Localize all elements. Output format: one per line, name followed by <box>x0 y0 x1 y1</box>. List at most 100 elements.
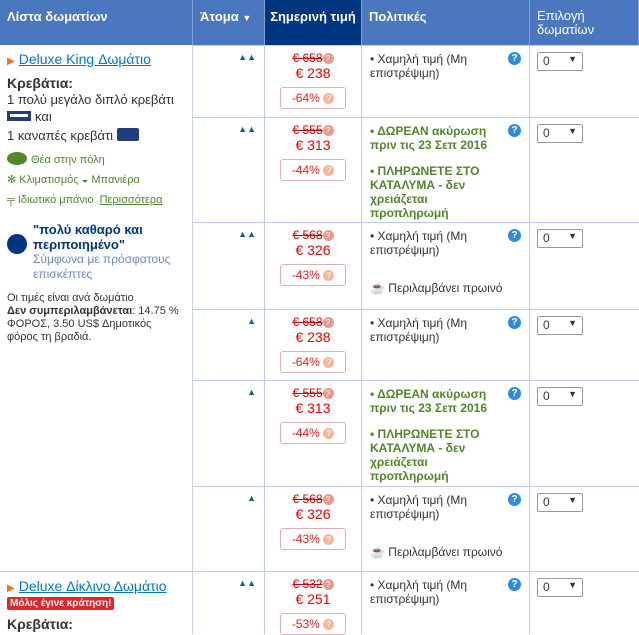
room-quantity-select[interactable]: 0 ▼ <box>537 316 583 335</box>
help-icon[interactable]: ? <box>323 619 335 630</box>
policy-nonref: • Χαμηλή τιμή (Μη επιστρέψιμη) <box>370 52 468 80</box>
room-quantity-select[interactable]: 0 ▼ <box>537 387 583 406</box>
dropdown-arrow-icon: ▼ <box>568 580 577 590</box>
policy-pay: • ΠΛΗΡΩΝΕΤΕ ΣΤΟ ΚΑΤΑΛΥΜΑ - δεν χρειάζετα… <box>370 427 480 483</box>
beds-label: Κρεβάτια: <box>7 75 73 91</box>
room-option-row: ▲▲ € 555? € 313 -44% ? • ΔΩΡΕΑΝ ακύρωση … <box>193 117 639 222</box>
arrow-icon: ▶ <box>7 583 15 594</box>
caret-down-icon: ▼ <box>242 13 252 23</box>
info-question-icon[interactable]: ? <box>508 229 521 242</box>
dropdown-arrow-icon: ▼ <box>568 54 577 64</box>
info-question-icon[interactable]: ? <box>508 316 521 329</box>
policy-free: • ΔΩΡΕΑΝ ακύρωση πριν τις 23 Σεπ 2016 <box>370 124 488 152</box>
help-icon[interactable]: ? <box>322 53 334 64</box>
room-info-deluxe-twin: ▶ Deluxe Δίκλινο Δωμάτιο Μόλις έγινε κράτ… <box>0 571 193 634</box>
help-icon[interactable]: ? <box>323 357 335 368</box>
help-icon[interactable]: ? <box>322 494 334 505</box>
room-quantity-select[interactable]: 0 ▼ <box>537 229 583 248</box>
shower-icon: ╤ <box>7 194 15 206</box>
current-price: € 238 <box>295 329 331 345</box>
help-icon[interactable]: ? <box>322 230 334 241</box>
help-icon[interactable]: ? <box>323 270 335 281</box>
just-booked-badge: Μόλις έγινε κράτηση! <box>7 597 115 610</box>
room-quantity-cell: 0 ▼ <box>530 46 639 117</box>
header-room-list: Λίστα δωματίων <box>0 0 193 45</box>
dropdown-arrow-icon: ▼ <box>568 495 577 505</box>
discount-badge[interactable]: -43% ? <box>280 528 346 550</box>
room-option-row: ▲ € 555? € 313 -44% ? • ΔΩΡΕΑΝ ακύρωση π… <box>193 380 639 486</box>
room-option-row: ▲▲ € 532? € 251 -53% ? • Χαμηλή τιμή (Μη… <box>193 571 639 635</box>
info-question-icon[interactable]: ? <box>508 124 521 137</box>
info-question-icon[interactable]: ? <box>508 578 521 591</box>
discount-badge[interactable]: -64% ? <box>280 87 346 109</box>
original-price: € 658 <box>292 315 323 329</box>
price-cell: € 555? € 313 -44% ? <box>265 381 362 486</box>
coffee-cup-icon: ☕ <box>370 281 385 295</box>
current-price: € 238 <box>295 65 331 81</box>
snowflake-icon: ✻ <box>7 174 17 186</box>
room-option-row: ▲ € 658? € 238 -64% ? • Χαμηλή τιμή (Μη … <box>193 309 639 380</box>
header-today-price: Σημερινή τιμή <box>265 0 362 45</box>
policy-free: • ΔΩΡΕΑΝ ακύρωση πριν τις 23 Σεπ 2016 <box>370 387 488 415</box>
original-price: € 555 <box>292 123 323 137</box>
info-question-icon[interactable]: ? <box>508 387 521 400</box>
help-icon[interactable]: ? <box>323 93 335 104</box>
review-source: Σύμφωνα με πρόσφατους επισκέπτες <box>33 252 171 281</box>
persons-2-icon: ▲▲ <box>193 118 265 222</box>
policy-pay: • ΠΛΗΡΩΝΕΤΕ ΣΤΟ ΚΑΤΑΛΥΜΑ - δεν χρειάζετα… <box>370 164 480 220</box>
help-icon[interactable]: ? <box>322 579 334 590</box>
bed-icon <box>7 111 31 121</box>
tax-note: Οι τιμές είναι ανά δωμάτιο Δεν συμπεριλαμ… <box>7 292 179 343</box>
help-icon[interactable]: ? <box>322 125 334 136</box>
original-price: € 658 <box>292 51 323 65</box>
policies-cell: • ΔΩΡΕΑΝ ακύρωση πριν τις 23 Σεπ 2016 • Π… <box>362 118 530 222</box>
room-quantity-select[interactable]: 0 ▼ <box>537 52 583 71</box>
dropdown-arrow-icon: ▼ <box>568 126 577 136</box>
policies-cell: • Χαμηλή τιμή (Μη επιστρέψιμη) ☕ Περιλαμβ… <box>362 487 530 571</box>
info-question-icon[interactable]: ? <box>508 493 521 506</box>
room-quantity-cell: 0 ▼ <box>530 572 639 634</box>
eye-icon <box>7 152 27 165</box>
policies-cell: • ΔΩΡΕΑΝ ακύρωση πριν τις 23 Σεπ 2016 • Π… <box>362 381 530 486</box>
header-select-rooms: Επιλογή δωματίων <box>530 0 639 45</box>
current-price: € 251 <box>295 591 331 607</box>
persons-1-icon: ▲ <box>193 310 265 380</box>
original-price: € 568 <box>292 228 323 242</box>
help-icon[interactable]: ? <box>323 428 335 439</box>
room-quantity-select[interactable]: 0 ▼ <box>537 493 583 512</box>
coffee-cup-icon: ☕ <box>370 545 385 559</box>
policy-nonref: • Χαμηλή τιμή (Μη επιστρέψιμη) <box>370 229 468 257</box>
policy-nonref: • Χαμηλή τιμή (Μη επιστρέψιμη) <box>370 316 468 344</box>
table-header: Λίστα δωματίων Άτομα ▼ Σημερινή τιμή Πολ… <box>0 0 639 45</box>
discount-badge[interactable]: -44% ? <box>280 159 346 181</box>
discount-badge[interactable]: -43% ? <box>280 264 346 286</box>
room-quantity-select[interactable]: 0 ▼ <box>537 578 583 597</box>
room-title-link[interactable]: Deluxe King Δωμάτιο <box>18 51 151 67</box>
room-quantity-cell: 0 ▼ <box>530 118 639 222</box>
room-option-row: ▲▲ € 658? € 238 -64% ? • Χαμηλή τιμή (Μη… <box>193 45 639 117</box>
help-icon[interactable]: ? <box>323 165 335 176</box>
current-price: € 313 <box>295 137 331 153</box>
dropdown-arrow-icon: ▼ <box>568 389 577 399</box>
persons-1-icon: ▲ <box>193 487 265 571</box>
help-icon[interactable]: ? <box>323 534 335 545</box>
persons-2-icon: ▲▲ <box>193 223 265 309</box>
more-link[interactable]: Περισσότερα <box>99 194 163 206</box>
info-question-icon[interactable]: ? <box>508 52 521 65</box>
room-quantity-select[interactable]: 0 ▼ <box>537 124 583 143</box>
price-cell: € 658? € 238 -64% ? <box>265 310 362 380</box>
header-persons[interactable]: Άτομα ▼ <box>193 0 265 45</box>
price-cell: € 658? € 238 -64% ? <box>265 46 362 117</box>
room-quantity-cell: 0 ▼ <box>530 381 639 486</box>
room-option-row: ▲▲ € 568? € 326 -43% ? • Χαμηλή τιμή (Μη… <box>193 222 639 309</box>
arrow-icon: ▶ <box>7 56 15 67</box>
original-price: € 568 <box>292 492 323 506</box>
room-quantity-cell: 0 ▼ <box>530 310 639 380</box>
discount-badge[interactable]: -64% ? <box>280 351 346 373</box>
help-icon[interactable]: ? <box>322 317 334 328</box>
header-policies: Πολιτικές <box>362 0 530 45</box>
room-title-link[interactable]: Deluxe Δίκλινο Δωμάτιο <box>18 578 167 594</box>
help-icon[interactable]: ? <box>322 388 334 399</box>
discount-badge[interactable]: -44% ? <box>280 422 346 444</box>
discount-badge[interactable]: -53% ? <box>280 613 346 635</box>
